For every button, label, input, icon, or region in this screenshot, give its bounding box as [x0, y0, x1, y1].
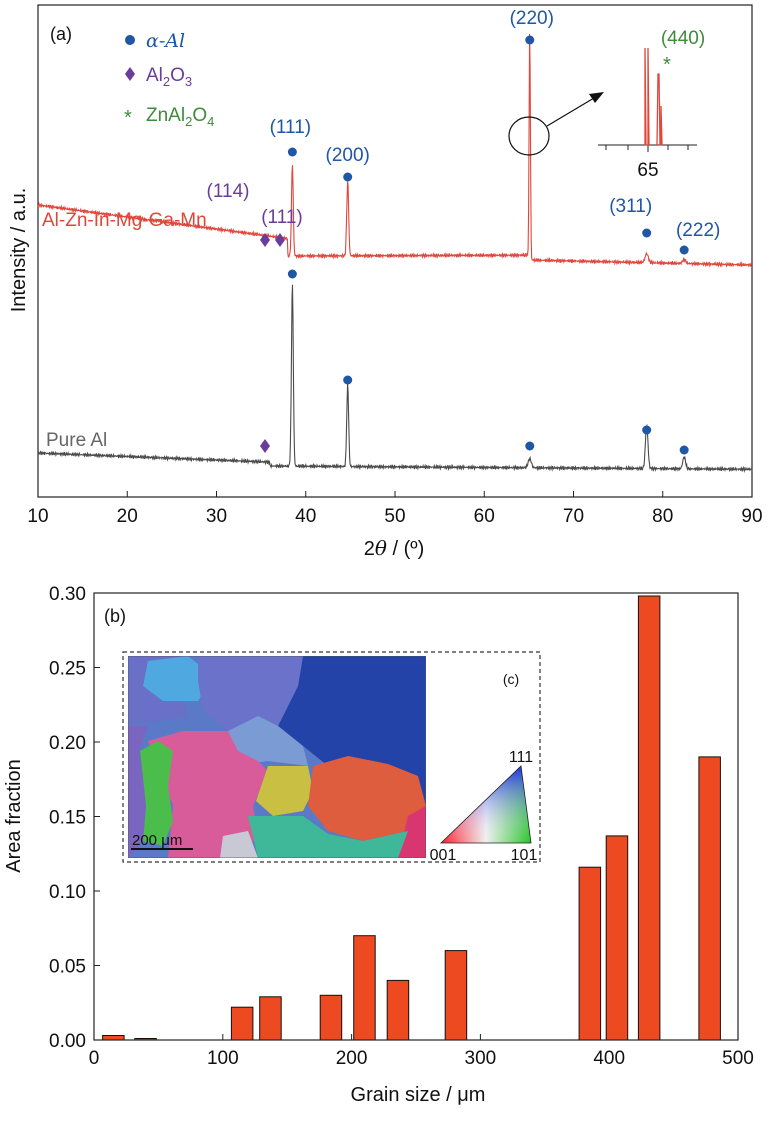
grain-size-panel: 0 100 200 300 400 500 0.00 0.05 0.10 0.15 0.20 0.25… — [3, 584, 754, 1106]
series-label-alloy: Al-Zn-In-Mg-Ga-Mn — [42, 210, 207, 231]
grain-size-bar — [605, 835, 629, 1041]
grain-size-bar — [259, 996, 282, 1041]
xrd-x-tick-label: 40 — [295, 506, 316, 527]
al2o3-legend-label: Al2O3 — [146, 65, 192, 89]
ipf-triangle-overlay — [440, 765, 532, 844]
grain-x-tick-label: 0 — [89, 1048, 100, 1069]
grain-y-tick-label: 0.05 — [49, 957, 86, 978]
grain-x-tick-label: 500 — [722, 1048, 754, 1069]
xrd-line-alloy — [37, 33, 753, 268]
ebsd-map — [128, 656, 426, 858]
grain-x-tick-label: 300 — [465, 1048, 497, 1069]
inset-peak-main — [644, 47, 650, 146]
peak-label: (200) — [326, 145, 370, 166]
xrd-x-axis-label: 2θ / (º) — [364, 536, 424, 560]
al2o3-114-label: (114) — [207, 181, 250, 202]
grain-size-bar — [578, 866, 602, 1041]
alpha-al-marker — [642, 228, 652, 238]
xrd-inset: * (440) 65 — [598, 28, 705, 181]
grain-size-bar — [353, 935, 376, 1041]
zoom-circle — [508, 116, 550, 156]
al2o3-111-label: (111) — [261, 207, 303, 228]
grain-size-ticks: 0 100 200 300 400 500 0.00 0.05 0.10 0.15 0.20 0.25… — [49, 584, 754, 1069]
grain-x-axis-label: Grain size / μm — [351, 1084, 486, 1106]
alpha-al-marker — [287, 269, 297, 279]
al2o3-marker — [260, 233, 270, 247]
grain-y-tick-label: 0.00 — [49, 1031, 86, 1052]
grain-y-tick-label: 0.25 — [49, 659, 86, 680]
xrd-panel: 10 20 30 40 50 60 70 80 90 (111)(200)(220)(311)(… — [8, 4, 763, 560]
alpha-al-legend-label: α-Al — [146, 30, 185, 52]
grain-size-bars — [102, 595, 721, 1041]
xrd-peak-markers: (111) (200) (220) (311) (222) — [270, 8, 720, 455]
zoom-arrow-line — [546, 97, 595, 127]
alpha-al-marker — [679, 445, 689, 455]
alpha-al-marker — [287, 147, 297, 157]
inset-tick-label: 65 — [637, 160, 658, 181]
alpha-al-marker — [642, 425, 652, 435]
xrd-x-tick-label: 80 — [652, 506, 673, 527]
al2o3-marker — [275, 233, 285, 247]
xrd-x-tick-label: 50 — [384, 506, 405, 527]
grain-x-tick-label: 200 — [336, 1048, 368, 1069]
xrd-x-tick-label: 90 — [741, 506, 762, 527]
grain-plot-frame — [93, 592, 739, 1041]
inset-peak-440 — [656, 73, 663, 146]
grain-size-bar — [698, 756, 721, 1041]
grain-size-bar — [102, 1035, 125, 1041]
panel-c-label: (c) — [503, 671, 519, 687]
ipf-label-101: 101 — [511, 847, 538, 864]
alpha-al-marker — [525, 441, 535, 451]
xrd-x-tick-label: 20 — [117, 506, 138, 527]
xrd-y-axis-label: Intensity / a.u. — [8, 188, 30, 313]
alpha-al-marker — [525, 35, 535, 45]
scale-bar-label: 200 μm — [132, 832, 182, 849]
peak-label: (222) — [676, 220, 720, 241]
grain-size-bar — [444, 950, 468, 1041]
znal2o4-marker: * — [663, 54, 671, 76]
xrd-x-tick-label: 30 — [206, 506, 227, 527]
grain-size-bar — [386, 979, 410, 1041]
xrd-x-tick-label: 10 — [27, 506, 48, 527]
zoom-arrow-head — [589, 92, 604, 103]
alpha-al-legend-marker — [125, 35, 135, 45]
ipf-label-001: 001 — [430, 847, 457, 864]
al2o3-legend-marker — [125, 67, 135, 81]
grain-y-tick-label: 0.20 — [49, 733, 86, 754]
panel-a-label: (a) — [50, 24, 72, 44]
grain-y-tick-label: 0.10 — [49, 882, 86, 903]
grain-x-tick-label: 100 — [207, 1048, 239, 1069]
znal2o4-legend-label: ZnAl2O4 — [146, 105, 214, 129]
peak-label: (220) — [510, 8, 554, 29]
xrd-x-tick-label: 60 — [474, 506, 495, 527]
grain-y-tick-label: 0.15 — [49, 808, 86, 829]
alpha-al-marker — [679, 245, 689, 255]
peak-label: (311) — [609, 196, 652, 217]
alpha-al-marker — [343, 375, 353, 385]
xrd-x-ticks: 10 20 30 40 50 60 70 80 90 — [27, 491, 763, 527]
znal2o4-440-label: (440) — [661, 28, 705, 49]
xrd-x-tick-label: 70 — [563, 506, 584, 527]
xrd-line-pure-al — [37, 284, 753, 473]
panel-b-label: (b) — [104, 606, 126, 626]
xrd-curves — [37, 33, 753, 473]
grain-size-bar — [319, 994, 343, 1041]
grain-x-tick-label: 400 — [593, 1048, 625, 1069]
grain-y-axis-label: Area fraction — [3, 759, 25, 872]
peak-label: (111) — [270, 117, 312, 138]
series-label-pure-al: Pure Al — [46, 430, 107, 451]
grain-size-bar — [637, 595, 661, 1041]
alpha-al-marker — [343, 172, 353, 182]
znal2o4-legend-marker: * — [124, 107, 132, 129]
al2o3-marker — [260, 439, 270, 453]
grain-y-tick-label: 0.30 — [49, 584, 86, 605]
ipf-label-111: 111 — [509, 749, 533, 766]
grain-size-bar — [230, 1006, 254, 1041]
